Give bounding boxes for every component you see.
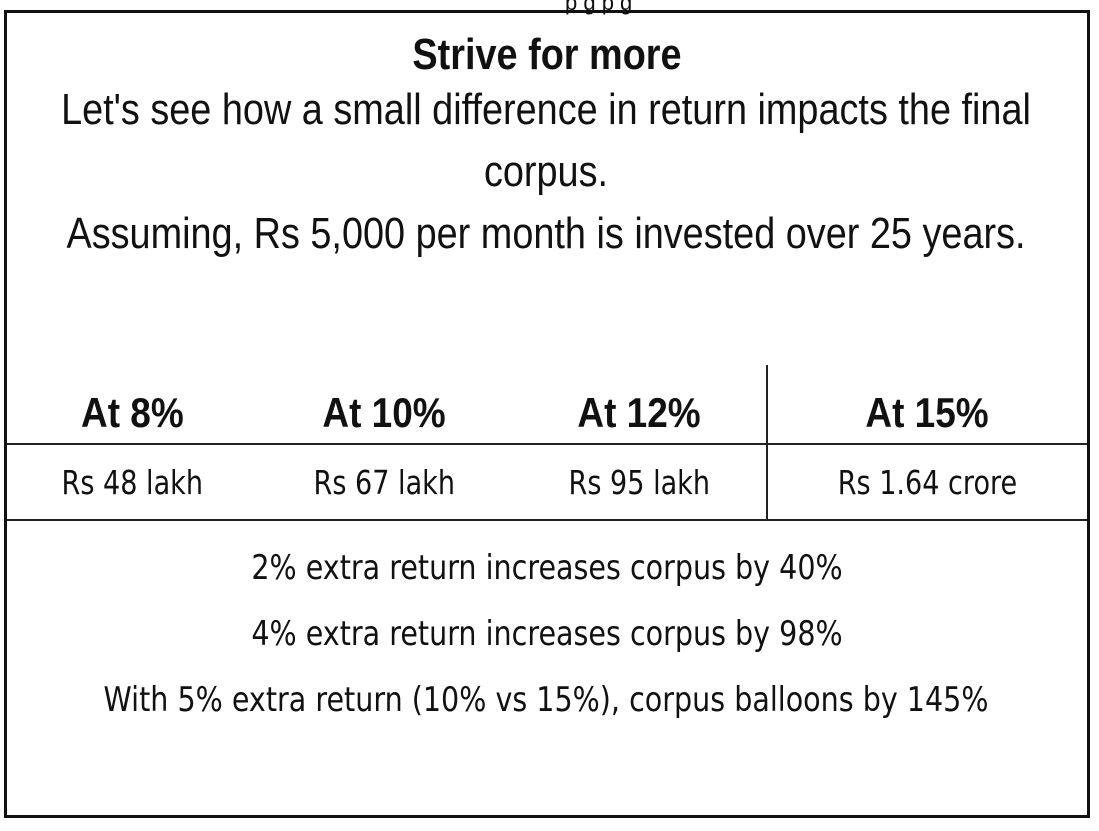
rate-cell: At 12%: [512, 383, 766, 443]
note-line: With 5% extra return (10% vs 15%), corpu…: [103, 680, 989, 720]
info-box: Strive for more Let's see how a small di…: [4, 10, 1090, 818]
corpus-value: Rs 48 lakh: [61, 463, 203, 502]
value-cell: Rs 67 lakh: [257, 446, 512, 519]
column-divider: [766, 365, 768, 519]
intro-line-2: Assuming, Rs 5,000 per month is invested…: [66, 209, 1026, 258]
header-section: Strive for more Let's see how a small di…: [7, 31, 1087, 265]
notes-section: 2% extra return increases corpus by 40% …: [7, 535, 1087, 733]
rate-label: At 12%: [577, 389, 701, 436]
corpus-value: Rs 95 lakh: [568, 463, 710, 502]
row-divider: [7, 519, 1087, 521]
rate-label: At 8%: [80, 389, 184, 436]
note-line: 4% extra return increases corpus by 98%: [251, 614, 843, 654]
intro-line-1: Let's see how a small difference in retu…: [61, 85, 1031, 196]
rate-label: At 15%: [865, 389, 990, 436]
title: Strive for more: [412, 30, 682, 79]
rate-cell: At 10%: [257, 383, 512, 443]
value-cell: Rs 48 lakh: [7, 446, 257, 519]
corpus-value: Rs 67 lakh: [313, 463, 456, 502]
rate-cell: At 8%: [7, 383, 257, 443]
note-line: 2% extra return increases corpus by 40%: [251, 548, 843, 588]
rate-cell: At 15%: [768, 383, 1087, 443]
value-cell: Rs 1.64 crore: [768, 446, 1087, 519]
rate-label: At 10%: [322, 389, 447, 436]
values-row: Rs 48 lakh Rs 67 lakh Rs 95 lakh Rs 1.64…: [7, 446, 1087, 519]
row-divider: [7, 443, 1087, 445]
value-cell: Rs 95 lakh: [512, 446, 766, 519]
corpus-value: Rs 1.64 crore: [837, 463, 1018, 502]
rates-row: At 8% At 10% At 12% At 15%: [7, 383, 1087, 443]
